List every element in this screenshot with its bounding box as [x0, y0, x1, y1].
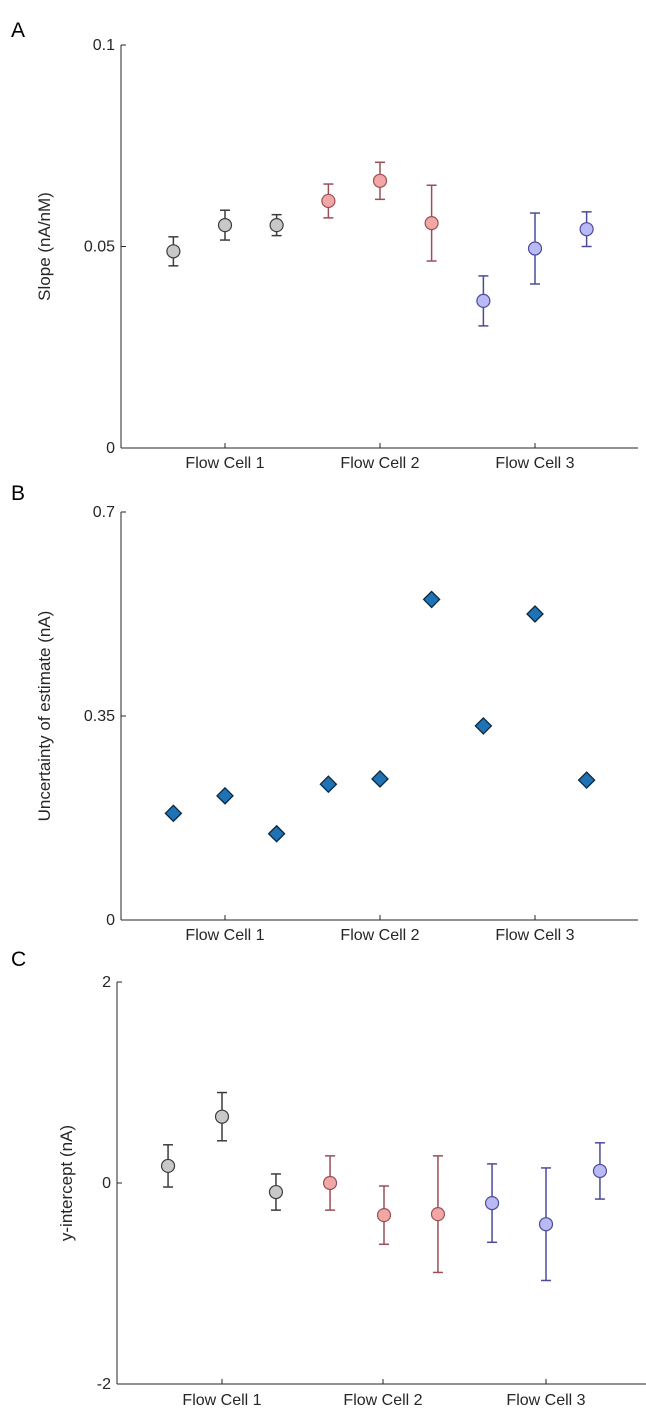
y-axis-label: Slope (nA/nM) [35, 192, 54, 301]
data-point-circle [217, 218, 233, 233]
y-tick-label: 0 [106, 912, 115, 929]
data-point-circle [430, 1207, 446, 1222]
y-tick-label: 0.1 [93, 37, 115, 54]
y-tick-label: 0 [106, 440, 115, 457]
x-tick-label: Flow Cell 1 [185, 927, 264, 944]
data-point-diamond [216, 786, 234, 805]
data-point-circle [424, 216, 439, 231]
y-axis-label: Uncertainty of estimate (nA) [35, 611, 54, 822]
chart-panel-c: -2 0 2 Flow Cell 1 Flow Cell 2 Flow Cell 3 y-i… [57, 974, 646, 1409]
y-tick-label: -2 [97, 1376, 111, 1393]
data-point-diamond [164, 804, 183, 823]
data-point-diamond [422, 590, 441, 609]
x-tick-label: Flow Cell 1 [185, 455, 264, 472]
y-tick-label: 2 [102, 974, 111, 991]
y-tick-label: 0.35 [84, 708, 115, 725]
data-point-diamond [319, 775, 338, 794]
x-tick-label: Flow Cell 1 [182, 1392, 261, 1409]
x-tick-label: Flow Cell 2 [340, 927, 419, 944]
data-point-circle [376, 1208, 392, 1223]
data-point-circle [527, 241, 543, 256]
y-tick-label: 0.05 [84, 239, 115, 256]
chart-panel-a: 0 0.05 0.1 Flow Cell 1 Flow Cell 2 Flow Cell … [35, 37, 638, 472]
x-tick-label: Flow Cell 3 [506, 1392, 585, 1409]
panel-label-a: A [11, 19, 25, 42]
data-point-circle [322, 1175, 338, 1191]
x-tick-label: Flow Cell 3 [495, 455, 574, 472]
data-point-circle [592, 1163, 608, 1179]
y-tick-label: 0.7 [93, 504, 115, 521]
data-point-diamond [526, 605, 544, 623]
data-point-circle [321, 193, 336, 209]
data-point-circle [372, 173, 388, 188]
panel-label-b: B [11, 482, 25, 505]
data-point-diamond [267, 824, 286, 843]
y-axis-label: y-intercept (nA) [57, 1125, 76, 1241]
data-point-diamond [577, 771, 596, 790]
data-point-diamond [474, 716, 493, 735]
data-point-circle [476, 293, 491, 309]
data-point-circle [579, 222, 594, 237]
data-point-diamond [371, 770, 389, 788]
chart-panel-b: 0 0.35 0.7 Flow Cell 1 Flow Cell 2 Flow Cell … [35, 504, 638, 944]
data-point-circle [484, 1195, 500, 1211]
data-point-circle [269, 218, 284, 233]
chart-panels: 0 0.05 0.1 Flow Cell 1 Flow Cell 2 Flow Cell … [35, 37, 646, 1409]
y-tick-label: 0 [102, 1175, 111, 1192]
x-tick-label: Flow Cell 3 [495, 927, 574, 944]
panel-label-c: C [11, 948, 26, 971]
data-point-circle [538, 1217, 554, 1232]
data-point-circle [268, 1184, 284, 1200]
data-point-circle [160, 1158, 176, 1174]
x-tick-label: Flow Cell 2 [340, 455, 419, 472]
data-point-circle [214, 1109, 230, 1124]
x-tick-label: Flow Cell 2 [343, 1392, 422, 1409]
data-point-circle [166, 244, 181, 259]
